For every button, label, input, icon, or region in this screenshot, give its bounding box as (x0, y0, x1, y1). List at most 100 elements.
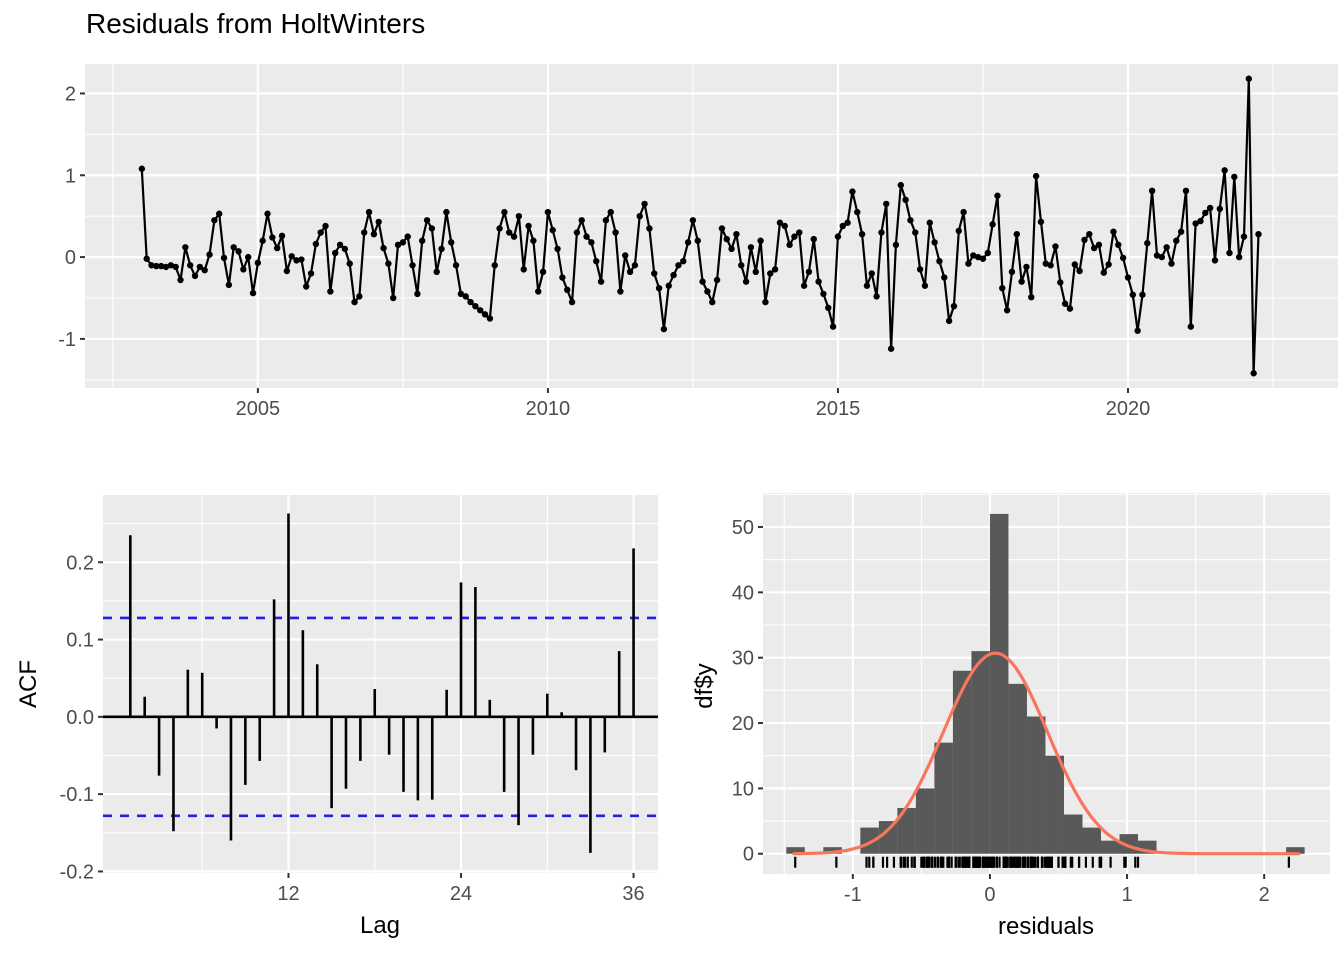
residuals-point (1226, 249, 1233, 257)
x-tick-label: 2020 (1106, 398, 1151, 420)
residuals-point (1028, 293, 1035, 301)
residuals-point (530, 237, 537, 244)
residuals-point (718, 225, 726, 232)
residuals-point (356, 293, 363, 300)
residuals-point (264, 210, 271, 217)
residuals-point (955, 227, 962, 235)
residuals-point (593, 257, 600, 265)
residuals-point (404, 233, 411, 240)
y-tick-label: 2 (65, 83, 76, 105)
x-tick-label: 1 (1121, 884, 1132, 906)
residuals-point (670, 271, 677, 279)
residuals-point (588, 239, 595, 246)
residuals-point (950, 302, 958, 310)
residuals-point (1177, 228, 1185, 235)
residuals-point (767, 270, 774, 277)
time-series-panel: 2005 2010 2015 2020 -1 0 1 2 (58, 64, 1338, 420)
residuals-point (1197, 217, 1204, 225)
residuals-point (298, 256, 305, 263)
x-tick-label: 2015 (816, 398, 861, 420)
residuals-point (399, 239, 407, 246)
residuals-point (752, 268, 759, 276)
residuals-point (220, 254, 228, 262)
residuals-point (564, 286, 571, 294)
residuals-point (1211, 257, 1219, 264)
residuals-point (206, 251, 213, 258)
residuals-point (757, 237, 764, 244)
residuals-point (303, 283, 310, 290)
residuals-point (1003, 307, 1011, 314)
residuals-point (1008, 268, 1016, 276)
residuals-point (346, 260, 353, 267)
residuals-point (1235, 253, 1243, 261)
residuals-point (713, 276, 721, 284)
residuals-point (390, 294, 397, 302)
y-tick-label: 20 (732, 713, 754, 735)
residuals-point (960, 208, 967, 216)
residuals-point (240, 266, 247, 273)
residuals-point (723, 235, 730, 243)
residuals-point (1023, 263, 1030, 271)
y-tick-label: 10 (732, 778, 754, 800)
histogram-bar (860, 827, 879, 854)
y-tick-label: 30 (732, 648, 754, 670)
acf-y-axis-title: ACF (15, 660, 42, 708)
residuals-point (887, 345, 895, 352)
residuals-point (742, 278, 750, 285)
y-tick-label: 0.0 (66, 707, 94, 729)
residuals-point (883, 200, 890, 208)
residuals-point (549, 226, 556, 234)
residuals-point (684, 239, 692, 246)
residuals-point (1192, 220, 1199, 227)
residuals-point (481, 311, 489, 318)
residuals-point (259, 237, 266, 244)
residuals-point (791, 233, 798, 240)
y-tick-label: 0.1 (66, 630, 94, 652)
residuals-point (433, 268, 440, 276)
residuals-point (452, 262, 460, 269)
residuals-point (254, 259, 262, 267)
residuals-point (936, 257, 943, 265)
residuals-point (665, 282, 672, 289)
residuals-point (1245, 75, 1253, 82)
residuals-point (1071, 261, 1078, 268)
residuals-point (341, 245, 349, 253)
histogram-bar (934, 742, 953, 854)
residuals-point (1037, 218, 1045, 226)
residuals-point (336, 241, 344, 249)
x-tick-label: 2010 (526, 398, 571, 420)
residuals-point (486, 315, 494, 322)
residuals-point (1139, 291, 1146, 298)
residuals-point (1115, 241, 1122, 249)
y-tick-label: 0 (65, 247, 76, 269)
residuals-point (578, 217, 585, 224)
residuals-point (191, 272, 199, 280)
histogram-bar (1063, 814, 1083, 854)
residuals-point (1231, 173, 1238, 181)
histogram-bar (915, 788, 935, 854)
residuals-point (196, 263, 204, 271)
residuals-point (694, 237, 701, 244)
x-tick-label: 24 (450, 883, 472, 905)
acf-panel: 12 24 36 -0.2 -0.1 0.0 0.1 0.2 (60, 495, 658, 905)
residuals-point (409, 262, 416, 269)
residuals-point (506, 229, 513, 236)
residuals-point (288, 253, 295, 260)
residuals-series-line (140, 77, 1260, 375)
residuals-point (554, 245, 561, 253)
residuals-point (1018, 278, 1025, 285)
residuals-point (646, 225, 653, 232)
acf-x-axis-title: Lag (359, 912, 401, 939)
residuals-point (515, 212, 523, 220)
residuals-point (680, 257, 687, 265)
residuals-point (622, 252, 629, 259)
residuals-point (559, 274, 566, 281)
residuals-point (655, 284, 663, 292)
residuals-point (1129, 291, 1137, 298)
residuals-point (544, 208, 552, 216)
panel-background (103, 495, 658, 873)
residuals-point (1163, 244, 1170, 251)
residuals-point (994, 192, 1001, 199)
residuals-point (733, 230, 740, 238)
